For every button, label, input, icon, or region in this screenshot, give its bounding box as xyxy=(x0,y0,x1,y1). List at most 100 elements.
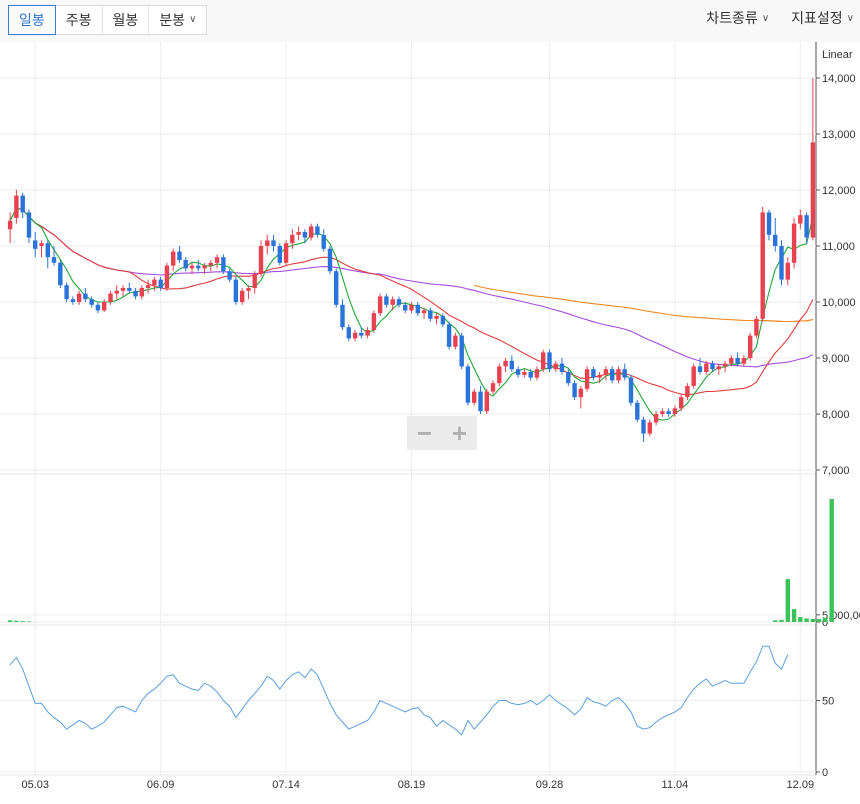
candle-body xyxy=(45,243,50,258)
chart-type-dropdown[interactable]: 차트종류 ∨ xyxy=(706,10,770,26)
volume-bar xyxy=(823,617,828,622)
candle-body xyxy=(591,369,596,378)
tab-minute[interactable]: 분봉 ∨ xyxy=(149,6,206,34)
candle-body xyxy=(334,271,339,305)
candle-body xyxy=(340,304,345,328)
tab-daily[interactable]: 일봉 xyxy=(8,5,56,35)
candle-body xyxy=(258,246,264,274)
candle-body xyxy=(359,332,364,336)
volume-bar xyxy=(785,579,790,622)
rsi-line xyxy=(9,645,789,736)
candle-body xyxy=(240,290,245,302)
candle-body xyxy=(697,366,703,372)
candle-body xyxy=(472,391,477,403)
candle-body xyxy=(409,304,414,311)
candle-body xyxy=(603,369,609,375)
candle-body xyxy=(453,335,458,347)
candle-body xyxy=(490,383,496,392)
candle-body xyxy=(428,310,433,319)
candle-body xyxy=(647,422,652,434)
candle-body xyxy=(309,226,314,238)
rsi-tick-label: 50 xyxy=(822,696,834,708)
candle-body xyxy=(227,271,232,280)
candle-body xyxy=(729,358,734,364)
candle-body xyxy=(120,288,126,291)
candle-body xyxy=(810,142,816,238)
candle-body xyxy=(622,369,627,378)
candle-body xyxy=(108,293,113,302)
candle-body xyxy=(83,293,88,300)
candle-body xyxy=(64,285,69,300)
volume-bar xyxy=(804,618,809,622)
candle-body xyxy=(528,372,533,378)
candle-body xyxy=(553,363,558,370)
candle-body xyxy=(415,304,420,314)
candle-body xyxy=(403,304,408,311)
tab-monthly[interactable]: 월봉 xyxy=(103,6,150,34)
volume-bar xyxy=(779,619,784,622)
candle-body xyxy=(434,316,439,319)
volume-bar xyxy=(810,618,816,622)
x-tick-label: 05.03 xyxy=(21,779,49,791)
y-tick-label: 11,000 xyxy=(822,241,855,253)
candle-body xyxy=(446,324,452,347)
candle-body xyxy=(396,299,402,305)
candle-body xyxy=(541,352,546,370)
candle-body xyxy=(76,293,82,302)
candle-body xyxy=(641,419,646,434)
candle-body xyxy=(722,363,728,367)
y-tick-label: 9,000 xyxy=(822,353,850,365)
candle-body xyxy=(315,226,320,235)
candle-body xyxy=(610,369,615,381)
candle-body xyxy=(89,299,94,305)
y-tick-label: 8,000 xyxy=(822,409,850,421)
candle-body xyxy=(547,352,552,370)
candle-body xyxy=(679,397,684,409)
candle-body xyxy=(497,366,502,384)
stock-chart[interactable]: 05.03 06.09 07.14 08.19 09.28 11.04 12.09 Linea… xyxy=(0,42,860,804)
right-menu: 차트종류 ∨ 지표설정 ∨ xyxy=(706,8,854,28)
candle-body xyxy=(102,302,107,311)
x-tick-label: 07.14 xyxy=(272,779,300,791)
candle-body xyxy=(773,234,778,246)
candle-body xyxy=(296,232,301,235)
candle-body xyxy=(503,360,508,367)
indicator-settings-dropdown[interactable]: 지표설정 ∨ xyxy=(791,10,854,26)
zoom-in-button[interactable]: + xyxy=(442,416,477,450)
candle-body xyxy=(95,304,101,311)
candle-body xyxy=(509,360,514,370)
x-tick-label: 06.09 xyxy=(147,779,175,791)
x-tick-label: 11.04 xyxy=(662,779,689,791)
candle-body xyxy=(691,366,696,386)
candle-body xyxy=(653,414,659,423)
candle-body xyxy=(390,299,395,305)
chevron-down-icon: ∨ xyxy=(846,12,854,24)
candle-body xyxy=(384,296,389,305)
ma60-line xyxy=(9,207,814,368)
ma20-line xyxy=(9,207,814,396)
candle-body xyxy=(14,195,19,218)
candle-body xyxy=(716,366,721,370)
candle-body xyxy=(271,240,276,246)
x-tick-label: 09.28 xyxy=(536,779,564,791)
tab-weekly[interactable]: 주봉 xyxy=(56,6,103,34)
candle-body xyxy=(465,366,471,403)
candle-body xyxy=(660,411,665,414)
chevron-down-icon: ∨ xyxy=(761,12,770,24)
zoom-out-button[interactable]: − xyxy=(407,416,442,450)
candle-body xyxy=(365,330,370,336)
candle-body xyxy=(377,296,383,314)
candle-body xyxy=(51,257,57,263)
period-tabs: 일봉 주봉 월봉 분봉 ∨ xyxy=(8,5,208,35)
candle-body xyxy=(183,260,188,269)
candle-body xyxy=(798,215,803,224)
candle-body xyxy=(559,363,565,372)
candle-body xyxy=(114,290,119,294)
candle-body xyxy=(189,265,195,269)
candle-body xyxy=(196,265,201,269)
x-tick-label: 12.09 xyxy=(787,779,815,791)
candle-body xyxy=(748,335,753,358)
candle-body xyxy=(290,234,295,244)
candle-body xyxy=(352,332,358,339)
candle-body xyxy=(302,232,308,238)
